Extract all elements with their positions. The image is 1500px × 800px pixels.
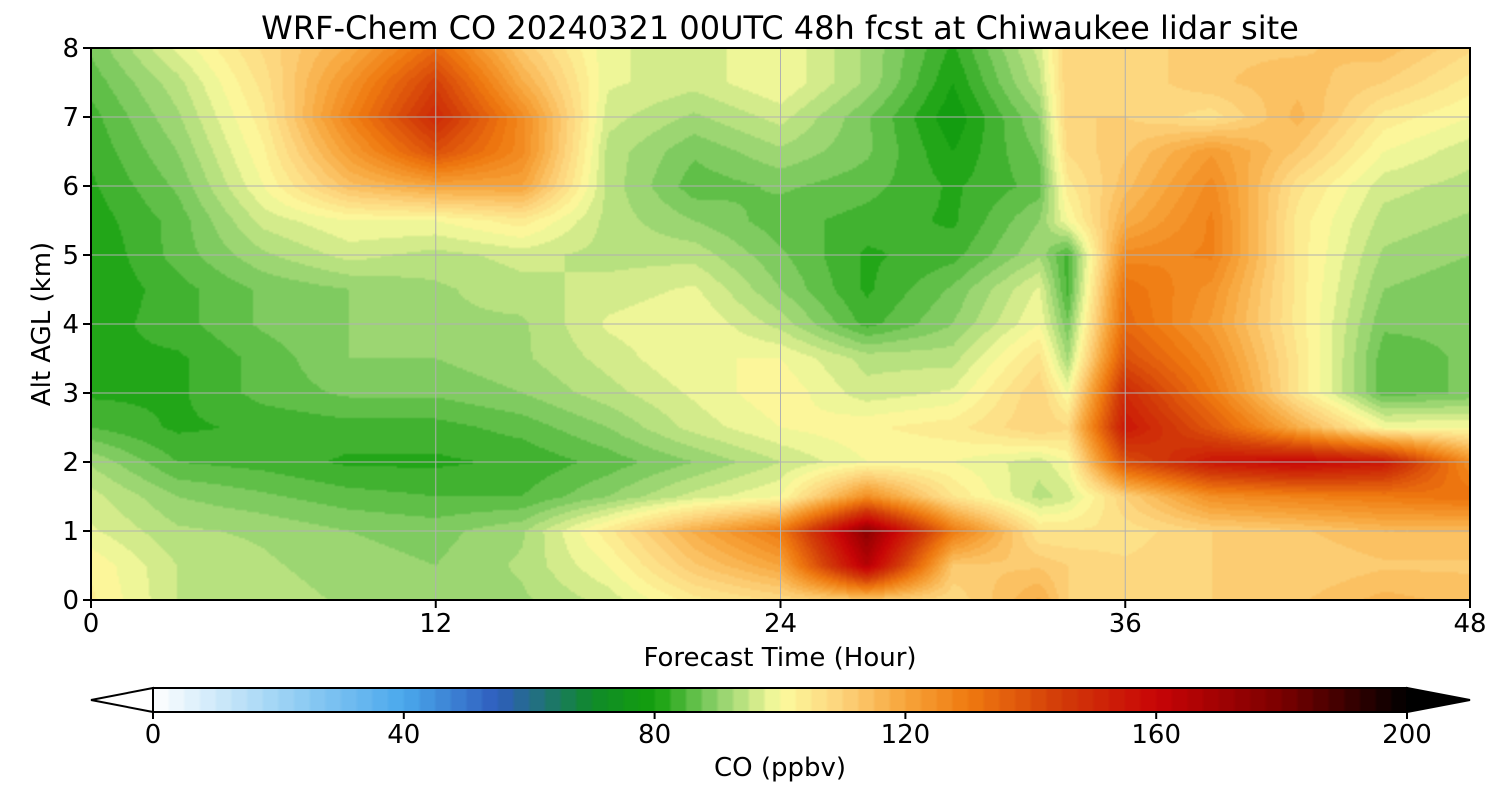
y-tick-label: 0 xyxy=(62,586,79,616)
y-tick-label: 6 xyxy=(62,172,79,202)
x-tick-label: 24 xyxy=(764,609,797,639)
y-axis-label: Alt AGL (km) xyxy=(27,242,57,406)
colorbar-tick-label: 40 xyxy=(387,720,420,750)
colorbar-tick-label: 80 xyxy=(638,720,671,750)
chart-title: WRF-Chem CO 20240321 00UTC 48h fcst at C… xyxy=(261,9,1299,47)
colorbar-tick-label: 160 xyxy=(1131,720,1181,750)
x-tick-label: 12 xyxy=(419,609,452,639)
colorbar-ticks: 0 40 80 120 160 200 xyxy=(145,712,1432,750)
x-axis-label: Forecast Time (Hour) xyxy=(643,643,916,673)
colorbar-tick-label: 0 xyxy=(145,720,162,750)
colorbar: 0 40 80 120 160 200 CO (ppbv) xyxy=(90,686,1471,783)
x-axis-ticks: 0 12 24 36 48 xyxy=(83,600,1487,639)
x-tick-label: 0 xyxy=(83,609,100,639)
colorbar-gradient xyxy=(153,688,1407,712)
y-tick-label: 5 xyxy=(62,241,79,271)
y-tick-label: 4 xyxy=(62,310,79,340)
colorbar-tick-label: 200 xyxy=(1382,720,1432,750)
x-tick-label: 36 xyxy=(1109,609,1142,639)
y-tick-label: 7 xyxy=(62,103,79,133)
colorbar-label: CO (ppbv) xyxy=(714,753,846,783)
y-tick-label: 8 xyxy=(62,34,79,64)
y-tick-label: 1 xyxy=(62,517,79,547)
y-axis-ticks: 0 1 2 3 4 5 6 7 8 xyxy=(62,34,91,616)
colorbar-tick-label: 120 xyxy=(881,720,931,750)
x-tick-label: 48 xyxy=(1453,609,1486,639)
y-tick-label: 2 xyxy=(62,448,79,478)
colorbar-low-extend xyxy=(90,686,154,714)
y-tick-label: 3 xyxy=(62,379,79,409)
colorbar-high-extend xyxy=(1406,686,1471,714)
colorbar-frame xyxy=(152,687,1408,713)
